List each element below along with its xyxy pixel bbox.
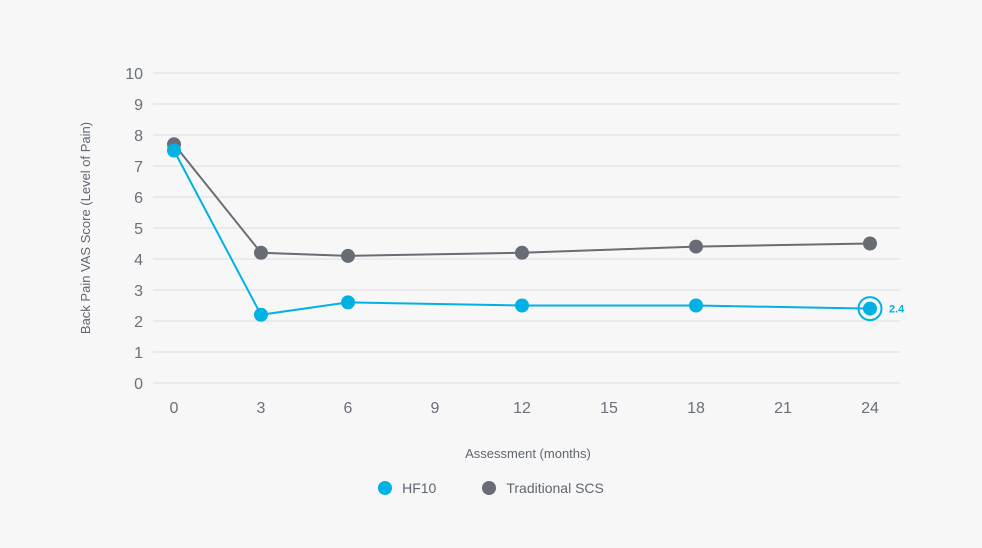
x-axis-label: Assessment (months) [465,446,591,461]
y-tick-label: 4 [134,252,143,269]
y-tick-label: 10 [125,66,143,83]
data-label: 2.4 [889,304,905,316]
series-line [173,143,871,257]
y-tick-label: 5 [134,221,143,238]
data-point [341,248,355,263]
x-tick-label: 12 [513,400,531,417]
x-tick-label: 24 [861,400,879,417]
x-tick-label: 21 [774,400,792,417]
y-tick-label: 9 [134,97,143,114]
y-tick-label: 0 [134,376,143,393]
x-tick-label: 15 [600,400,618,417]
data-point [689,239,703,254]
data-point [341,295,355,310]
data-point [863,236,877,251]
data-point [863,301,877,316]
y-axis-label: Back Pain VAS Score (Level of Pain) [78,122,93,334]
legend-item-hf10[interactable]: HF10 [378,480,436,496]
legend-item-traditional-scs[interactable]: Traditional SCS [482,480,604,496]
legend-marker-icon [378,481,393,495]
y-tick-label: 7 [134,159,143,176]
x-tick-label: 6 [344,400,353,417]
y-tick-label: 1 [134,345,143,362]
legend-label: HF10 [402,480,437,496]
series-line [173,150,871,316]
highlight-ring [857,296,883,322]
y-tick-label: 6 [134,190,143,207]
y-tick-label: 8 [134,128,143,145]
x-tick-label: 0 [170,400,179,417]
y-tick-label: 2 [134,314,143,331]
x-tick-label: 18 [687,400,705,417]
data-point [254,307,268,322]
y-tick-label: 3 [134,283,143,300]
legend-label: Traditional SCS [506,480,604,496]
data-point [515,298,529,313]
x-tick-label: 3 [257,400,266,417]
data-point [689,298,703,313]
x-tick-label: 9 [431,400,440,417]
data-point [167,143,181,158]
data-point [515,245,529,260]
legend-marker-icon [482,481,497,495]
legend: HF10 Traditional SCS [0,480,982,496]
data-point [254,245,268,260]
